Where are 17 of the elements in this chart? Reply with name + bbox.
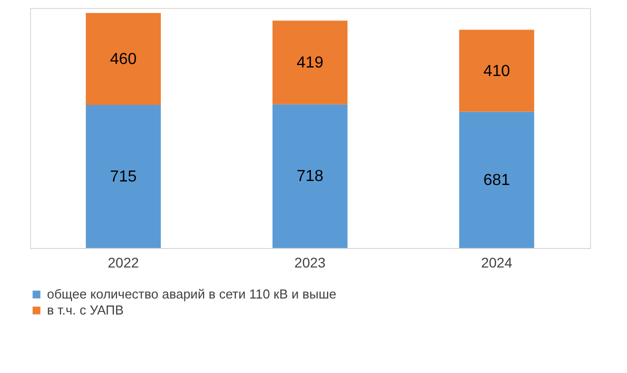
- x-tick-label: 2024: [481, 254, 512, 270]
- legend-label: общее количество аварий в сети 110 кВ и выше: [47, 286, 336, 302]
- data-label: 681: [483, 172, 510, 189]
- bar: [86, 13, 161, 105]
- data-label: 715: [110, 168, 137, 186]
- x-tick-label: 2023: [294, 254, 326, 270]
- data-label: 419: [296, 54, 324, 72]
- data-label: 410: [483, 62, 510, 80]
- bar: [459, 112, 534, 248]
- bar: [86, 105, 161, 248]
- data-label: 718: [296, 168, 324, 186]
- legend-label: в т.ч. с УАПВ: [47, 302, 124, 318]
- bar: [272, 20, 348, 104]
- bar: [272, 104, 348, 248]
- data-label: 460: [110, 51, 137, 68]
- x-tick-label: 2022: [108, 254, 140, 270]
- bar: [459, 30, 534, 112]
